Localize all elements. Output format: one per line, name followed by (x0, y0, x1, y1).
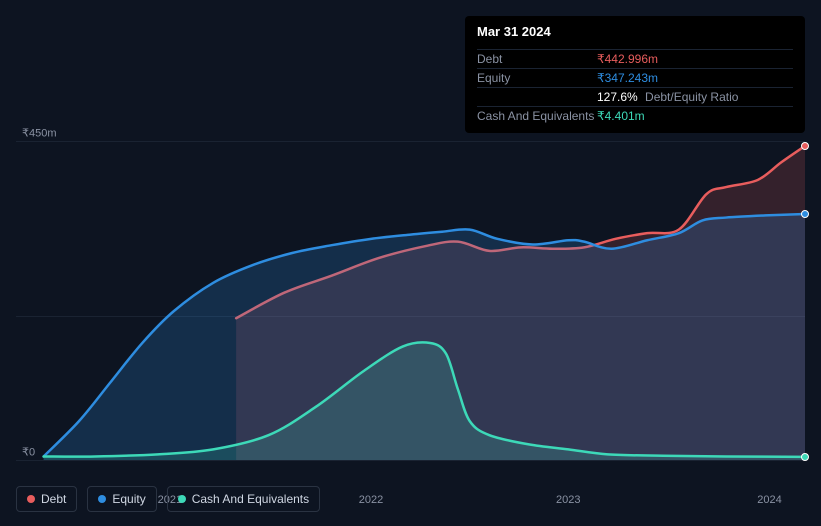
legend-item[interactable]: Cash And Equivalents (167, 486, 320, 512)
chart-plot (16, 141, 805, 460)
y-axis-label: ₹450m (22, 127, 57, 140)
tooltip-extra: Debt/Equity Ratio (642, 90, 739, 104)
chart-legend: Debt Equity Cash And Equivalents (16, 486, 320, 512)
legend-label: Equity (112, 492, 145, 506)
x-axis-label: 2022 (359, 494, 383, 506)
legend-label: Debt (41, 492, 66, 506)
tooltip-row: 127.6% Debt/Equity Ratio (477, 87, 793, 106)
series-end-marker (801, 142, 809, 150)
chart-tooltip: Mar 31 2024 Debt₹442.996mEquity₹347.243m… (465, 16, 805, 133)
legend-dot-icon (27, 495, 35, 503)
chart-area: ₹450m₹0 2021202220232024 (16, 125, 805, 486)
tooltip-value: ₹4.401m (597, 109, 793, 123)
tooltip-label: Debt (477, 52, 597, 66)
tooltip-label (477, 90, 597, 104)
tooltip-row: Debt₹442.996m (477, 49, 793, 68)
tooltip-value: 127.6% Debt/Equity Ratio (597, 90, 793, 104)
legend-item[interactable]: Equity (87, 486, 156, 512)
tooltip-label: Equity (477, 71, 597, 85)
x-axis-label: 2024 (757, 494, 781, 506)
series-end-marker (801, 210, 809, 218)
legend-item[interactable]: Debt (16, 486, 77, 512)
tooltip-row: Cash And Equivalents₹4.401m (477, 106, 793, 125)
tooltip-date: Mar 31 2024 (477, 24, 793, 43)
x-axis-label: 2023 (556, 494, 580, 506)
tooltip-label: Cash And Equivalents (477, 109, 597, 123)
legend-label: Cash And Equivalents (192, 492, 309, 506)
tooltip-value: ₹442.996m (597, 52, 793, 66)
legend-dot-icon (98, 495, 106, 503)
tooltip-row: Equity₹347.243m (477, 68, 793, 87)
legend-dot-icon (178, 495, 186, 503)
tooltip-value: ₹347.243m (597, 71, 793, 85)
series-end-marker (801, 453, 809, 461)
